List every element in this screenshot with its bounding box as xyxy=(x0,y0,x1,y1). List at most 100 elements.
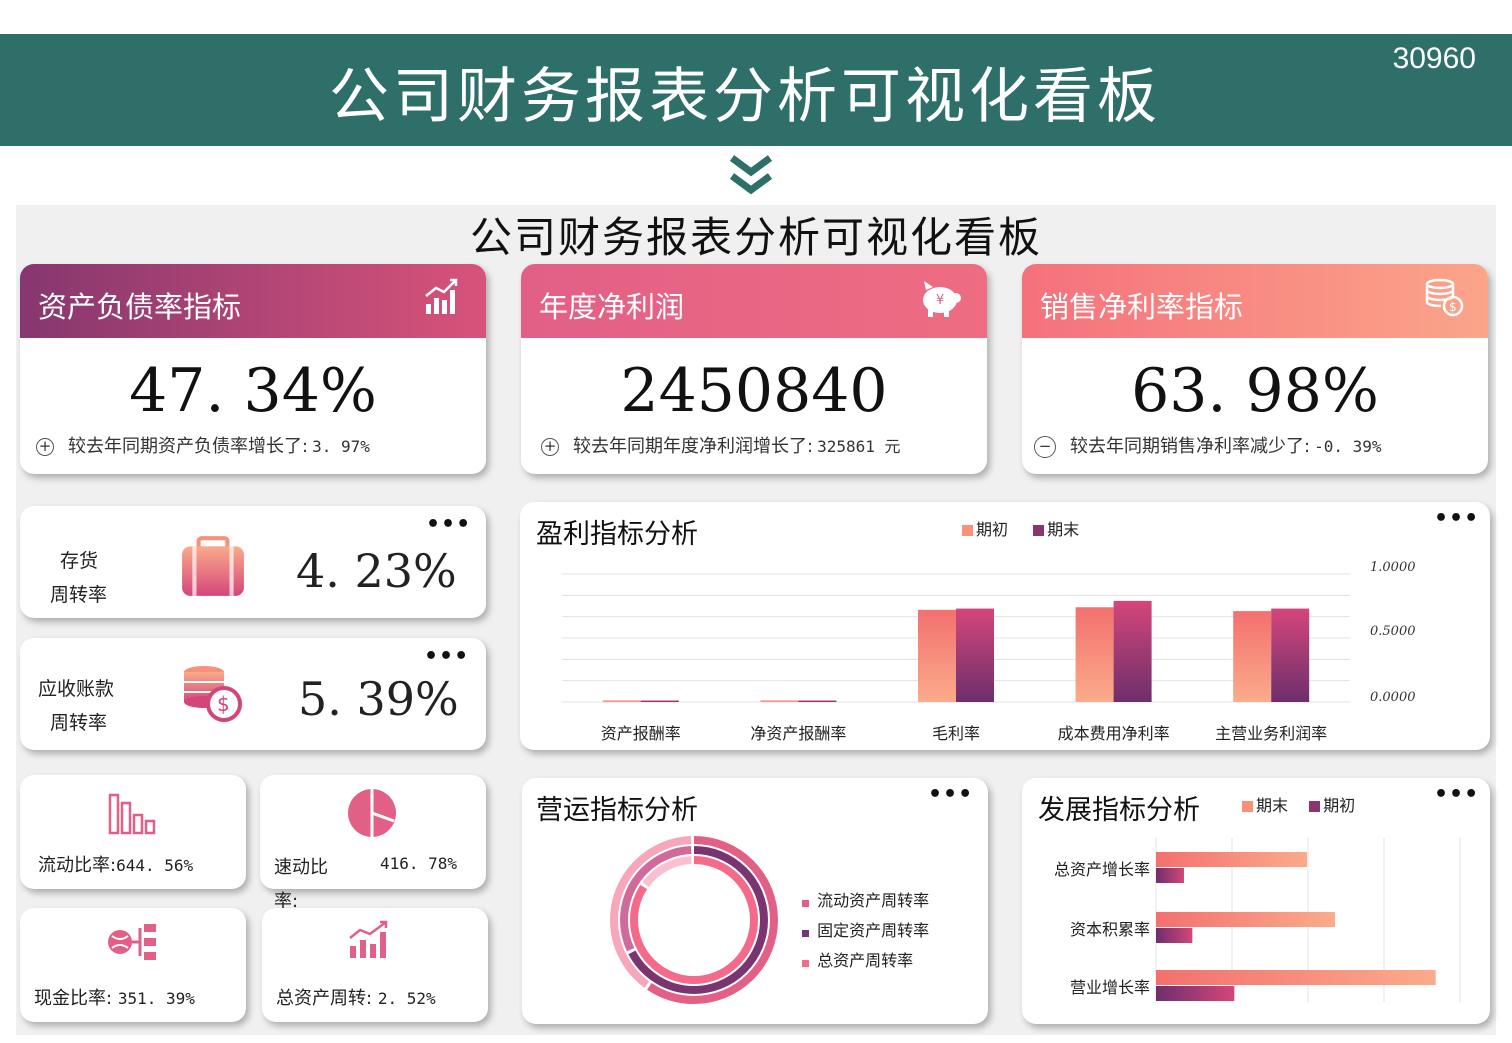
kpi-delta: 3. 97% xyxy=(312,437,370,456)
ring-segment xyxy=(620,846,768,994)
kpi-delta: -0. 39% xyxy=(1314,437,1382,456)
x-axis-label: 毛利率 xyxy=(931,724,980,743)
kpi-value: 47. 34% xyxy=(129,356,377,426)
ring-legend: 流动资产周转率 固定资产周转率 总资产周转率 xyxy=(802,886,929,976)
more-options-icon[interactable]: ••• xyxy=(1434,506,1480,531)
profit-bar-chart xyxy=(562,573,1350,703)
kpi-label: 销售净利率指标 xyxy=(1040,290,1244,324)
ring-segment xyxy=(610,836,778,1004)
bar-期末 xyxy=(1156,912,1335,927)
legend-swatch xyxy=(1309,801,1321,812)
bar-期初 xyxy=(1075,607,1114,702)
ratio-label: 总资产周转: xyxy=(276,988,373,1009)
current-ratio-card: 流动比率:644. 56% xyxy=(20,775,246,889)
minus-circle-icon: − xyxy=(1034,436,1056,458)
section-title: 发展指标分析 xyxy=(1038,795,1200,826)
cash-ratio-label: 现金比率: 351. 39% xyxy=(34,984,195,1010)
x-axis-label: 资产报酬率 xyxy=(600,724,681,743)
chart-legend: 期初 期末 xyxy=(962,516,1079,540)
board-title: 公司财务报表分析可视化看板 xyxy=(469,213,1042,262)
ratio-value: 644. 56% xyxy=(116,856,194,875)
legend-label: 期末 xyxy=(1047,520,1080,539)
turnover-label-line2: 周转率 xyxy=(50,712,108,734)
legend-swatch xyxy=(1242,801,1253,812)
turnover-label: 存货 周转率 xyxy=(50,544,107,612)
ratio-label: 现金比率: xyxy=(34,988,113,1009)
quick-ratio-label: 速动比 率: xyxy=(274,851,328,919)
operation-ring-chart xyxy=(610,836,778,1004)
quick-ratio-card: 速动比 率: 416. 78% xyxy=(260,775,486,912)
legend-swatch xyxy=(962,525,973,536)
kpi-card-sales-margin: 销售净利率指标 $ 63. 98% − 较去年同期销售净利率减少了: -0. 39% xyxy=(1022,264,1488,474)
turnover-label-line2: 周转率 xyxy=(50,584,108,606)
legend-label: 流动资产周转率 xyxy=(817,891,930,910)
more-options-icon[interactable]: ••• xyxy=(424,644,470,669)
x-axis-label: 主营业务利润率 xyxy=(1215,724,1328,743)
more-options-icon[interactable]: ••• xyxy=(1434,782,1480,807)
kpi-value: 2450840 xyxy=(620,356,888,426)
kpi-header: 年度净利润 ¥ xyxy=(521,264,987,338)
bar-期末 xyxy=(1156,970,1436,985)
asset-turnover-card: 总资产周转: 2. 52% xyxy=(262,908,488,1022)
y-tick: 0.5000 xyxy=(1370,624,1416,639)
piggy-tree-icon xyxy=(108,924,156,960)
suitcase-icon xyxy=(182,536,244,596)
kpi-compare-text: 较去年同期资产负债率增长了: xyxy=(68,436,309,457)
ring-segment xyxy=(620,846,768,994)
inventory-turnover-card: 存货 周转率 4. 23% ••• xyxy=(20,506,486,618)
kpi-compare: − 较去年同期销售净利率减少了: -0. 39% xyxy=(1034,432,1382,458)
banner-code: 30960 xyxy=(1392,42,1476,75)
legend-item: 流动资产周转率 xyxy=(802,886,929,916)
kpi-delta: 325861 元 xyxy=(817,437,901,456)
y-axis-label: 资本积累率 xyxy=(1069,920,1150,939)
bar-期末 xyxy=(1156,852,1308,867)
turnover-value: 5. 39% xyxy=(298,672,459,726)
kpi-header: 销售净利率指标 $ xyxy=(1022,264,1488,338)
bar-期末 xyxy=(1271,608,1310,702)
asset-turnover-label: 总资产周转: 2. 52% xyxy=(276,984,436,1010)
legend-swatch xyxy=(802,930,809,937)
bar-期初 xyxy=(1156,928,1193,943)
bar-期初 xyxy=(602,700,641,702)
pie-icon xyxy=(348,789,396,837)
ratio-label: 流动比率: xyxy=(38,855,117,876)
more-options-icon[interactable]: ••• xyxy=(928,782,974,807)
current-ratio-label: 流动比率:644. 56% xyxy=(38,851,193,877)
svg-text:$: $ xyxy=(217,692,230,716)
chart-legend: 期末 期初 xyxy=(1242,792,1355,816)
legend-item: 固定资产周转率 xyxy=(802,916,929,946)
kpi-label: 资产负债率指标 xyxy=(38,290,242,324)
bar-期初 xyxy=(1233,611,1272,702)
legend-label: 固定资产周转率 xyxy=(817,921,930,940)
bar-outline-icon xyxy=(108,793,156,835)
bar-期末 xyxy=(640,700,679,702)
ratio-label-line2: 率: xyxy=(274,891,299,912)
legend-swatch xyxy=(802,960,809,967)
kpi-header: 资产负债率指标 xyxy=(20,264,486,338)
bar-期末 xyxy=(956,608,994,702)
bar-期初 xyxy=(1156,868,1184,883)
growth-analysis-card: 发展指标分析 期末 期初 ••• 总资产增长率 资本积累率 营业增长率 xyxy=(1022,778,1490,1024)
more-options-icon[interactable]: ••• xyxy=(426,512,472,537)
legend-label: 期初 xyxy=(976,520,1009,539)
banner-title: 公司财务报表分析可视化看板 xyxy=(329,62,1161,132)
x-axis-label: 净资产报酬率 xyxy=(750,724,847,743)
kpi-card-net-profit: 年度净利润 ¥ 2450840 + 较去年同期年度净利润增长了: 325861 元 xyxy=(521,264,987,474)
kpi-value: 63. 98% xyxy=(1131,356,1379,426)
receivables-turnover-card: 应收账款 周转率 $ 5. 39% ••• xyxy=(20,638,486,750)
legend-label: 期末 xyxy=(1256,796,1289,815)
kpi-compare: + 较去年同期资产负债率增长了: 3. 97% xyxy=(36,432,370,458)
turnover-label-line1: 存货 xyxy=(60,550,99,572)
double-chevron-down-icon xyxy=(729,155,773,195)
bar-chart-up-icon xyxy=(425,278,458,314)
turnover-label-line1: 应收账款 xyxy=(38,678,115,700)
legend-swatch xyxy=(1033,525,1045,536)
ratio-label-line1: 速动比 xyxy=(274,857,328,878)
bar-期初 xyxy=(918,609,956,702)
svg-text:¥: ¥ xyxy=(936,293,944,308)
ratio-value: 2. 52% xyxy=(377,989,436,1008)
piggy-bank-icon: ¥ xyxy=(923,281,961,317)
cash-ratio-card: 现金比率: 351. 39% xyxy=(20,908,246,1022)
operation-analysis-card: 营运指标分析 ••• 流动资产周转率 固定资产周转率 总资产周转率 xyxy=(522,778,988,1024)
bar-期末 xyxy=(798,700,837,702)
